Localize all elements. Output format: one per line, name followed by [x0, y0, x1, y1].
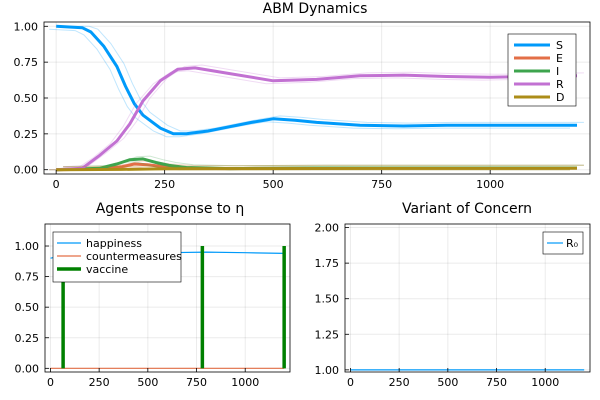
abm-dynamics-panel: ABM Dynamics 0 250 500 750 10000.000.250.500…: [14, 1, 591, 191]
x-tick-label: 750: [186, 376, 207, 389]
x-tick-label: 250: [389, 376, 410, 389]
y-tick-label: 1.00: [15, 240, 40, 253]
ticks: 0 250 500 750 1000 0.00 0.25 0.50 0.75 1.00: [15, 240, 260, 389]
agents-response-panel: Agents response to η 0 250 500 750 10000.000…: [15, 201, 291, 389]
series-S-run: [49, 28, 570, 138]
series-R-run: [63, 64, 584, 168]
x-tick-label: 250: [89, 376, 110, 389]
x-tick-label: 1000: [476, 178, 504, 191]
y-tick-label: 0.75: [15, 271, 40, 284]
y-tick-label: 0.75: [14, 56, 39, 69]
legend-label-D: D: [556, 91, 564, 104]
series-E-run: [63, 160, 584, 168]
legend-label-S: S: [556, 39, 563, 52]
y-tick-label: 0.00: [14, 164, 39, 177]
legend-label-E: E: [556, 52, 563, 65]
series-R-line: [56, 66, 578, 172]
legend-label-R₀: R₀: [566, 237, 579, 250]
plot-frame: [44, 223, 291, 373]
y-tick-label: 0.00: [15, 362, 40, 375]
y-tick-label: 1.50: [315, 293, 340, 306]
chart-title: ABM Dynamics: [263, 1, 368, 17]
x-tick-label: 0: [53, 178, 60, 191]
y-tick-label: 0.50: [15, 301, 40, 314]
chart-title: Agents response to η: [96, 201, 245, 217]
chart-title: Variant of Concern: [402, 201, 532, 217]
y-tick-label: 1.75: [315, 257, 340, 270]
legend: R₀: [542, 231, 584, 255]
series-D-line: [56, 166, 578, 172]
legend-label-happiness: happiness: [86, 237, 142, 250]
x-tick-label: 1000: [231, 376, 259, 389]
y-tick-label: 0.50: [14, 92, 39, 105]
ticks: 0 250 500 750 1000 1.00 1.25 1.50 1.75 2.00: [315, 222, 560, 389]
x-tick-label: 250: [154, 178, 175, 191]
series-S-run: [63, 25, 584, 132]
series-D-run: [63, 164, 584, 168]
series-layer: [49, 24, 584, 172]
y-tick-label: 1.00: [315, 364, 340, 377]
y-tick-label: 2.00: [315, 222, 340, 235]
x-tick-label: 500: [137, 376, 158, 389]
plot-frame: [344, 223, 591, 373]
x-tick-label: 0: [47, 376, 54, 389]
legend-box: [52, 231, 182, 283]
x-tick-label: 750: [371, 178, 392, 191]
legend-label-countermeasures: countermeasures: [86, 250, 182, 263]
y-tick-label: 1.25: [315, 328, 340, 341]
x-tick-label: 1000: [531, 376, 559, 389]
y-tick-label: 0.25: [14, 128, 39, 141]
x-tick-label: 500: [437, 376, 458, 389]
series-R-run: [49, 70, 571, 171]
variant-of-concern-panel: Variant of Concern 0 250 500 750 1000 1.00 1.2…: [315, 201, 591, 389]
y-tick-label: 0.25: [15, 332, 40, 345]
legend-label-vaccine: vaccine: [86, 263, 128, 276]
y-tick-label: 1.00: [14, 20, 39, 33]
series-S-line: [56, 24, 577, 136]
ticks: 0 250 500 750 1000 0.00 0.25 0.50 0.75 1.00: [14, 20, 505, 191]
x-tick-label: 750: [486, 376, 507, 389]
legend-label-I: I: [556, 65, 559, 78]
legend-label-R: R: [556, 78, 564, 91]
x-tick-label: 0: [347, 376, 354, 389]
x-tick-label: 500: [263, 178, 284, 191]
